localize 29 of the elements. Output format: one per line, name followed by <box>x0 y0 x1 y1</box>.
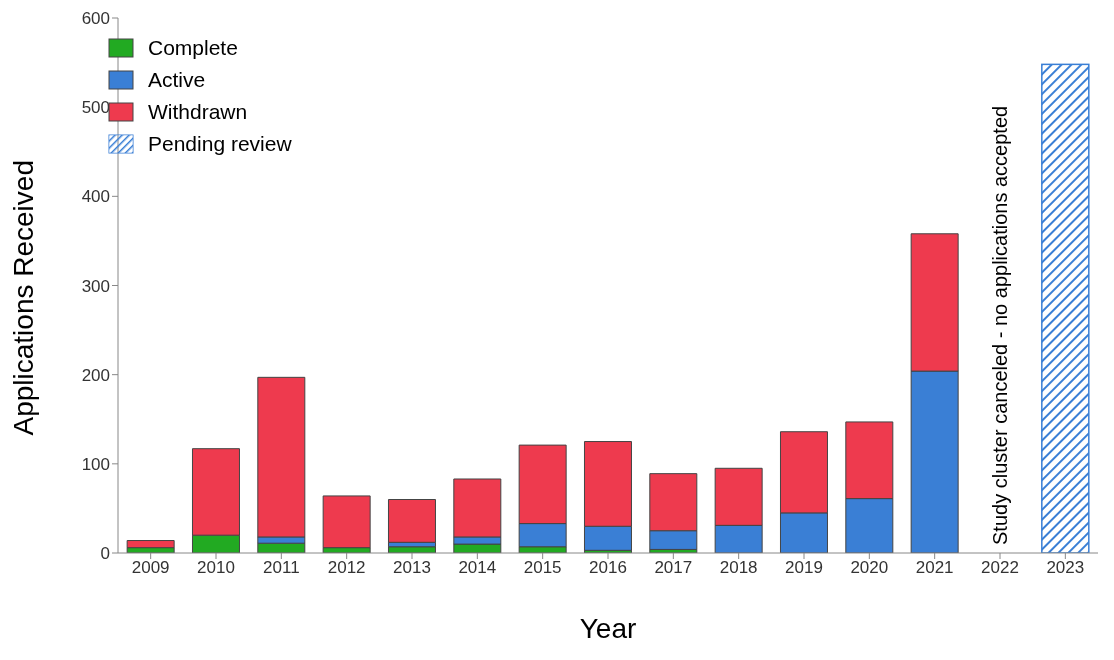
x-tick-label: 2014 <box>458 558 497 578</box>
y-tick-label: 0 <box>100 544 110 564</box>
y-tick-label: 400 <box>81 187 110 207</box>
x-axis-title: Year <box>579 613 637 644</box>
x-tick-label: 2018 <box>719 558 758 578</box>
x-tick-label: 2015 <box>523 558 562 578</box>
y-tick-label: 500 <box>81 98 110 118</box>
legend-label: Active <box>148 67 206 93</box>
y-tick-label: 100 <box>81 454 110 474</box>
y-tick-label: 200 <box>81 365 110 385</box>
x-tick-label: 2009 <box>131 558 170 578</box>
y-tick-label: 600 <box>81 9 110 29</box>
x-tick-label: 2020 <box>850 558 889 578</box>
x-tick-label: 2017 <box>654 558 693 578</box>
y-axis-title: Applications Received <box>7 160 39 436</box>
legend-label: Pending review <box>148 131 292 157</box>
x-tick-label: 2021 <box>915 558 954 578</box>
x-tick-label: 2022 <box>981 558 1019 578</box>
y-tick-label: 300 <box>81 276 110 296</box>
x-tick-label: 2013 <box>393 558 431 578</box>
x-tick-label: 2010 <box>197 558 235 578</box>
x-tick-label: 2019 <box>785 558 823 578</box>
legend-label: Complete <box>148 35 238 61</box>
legend-label: Withdrawn <box>148 99 248 125</box>
x-tick-label: 2023 <box>1046 558 1085 578</box>
x-tick-label: 2011 <box>263 558 300 578</box>
x-tick-label: 2012 <box>327 558 366 578</box>
x-tick-label: 2016 <box>589 558 627 578</box>
annotation: Study cluster canceled - no applications accepted <box>989 105 1011 545</box>
